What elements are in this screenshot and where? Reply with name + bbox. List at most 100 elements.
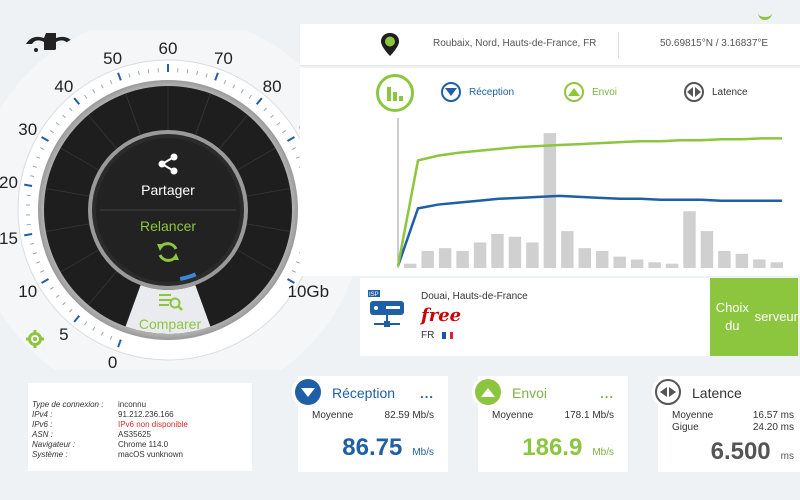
refresh-icon: [157, 242, 179, 262]
location-bar: Roubaix, Nord, Hauts-de-France, FR 50.69…: [300, 24, 800, 66]
connection-value: IPv6 non disponible: [118, 420, 188, 429]
gauge-tick: [84, 321, 88, 326]
latency-bar: [438, 248, 452, 268]
gauge-tick: [40, 147, 45, 150]
gauge-tick: [282, 130, 287, 134]
upload-card: Envoi ... Moyenne 178.1 Mb/s 186.9 Mb/s: [472, 376, 628, 472]
speed-gauge: 05101520304050607080901001Gb10Gb Partage…: [0, 30, 360, 370]
legend-latency[interactable]: Latence: [684, 82, 748, 102]
download-result: 86.75 Mb/s: [298, 434, 448, 462]
compare-icon: [159, 294, 183, 311]
gauge-tick-label: 80: [263, 77, 282, 96]
compare-label: Comparer: [138, 316, 202, 332]
connection-row: Navigateur : Chrome 114.0: [32, 440, 252, 450]
location-separator: [618, 32, 619, 58]
share-label: Partager: [141, 182, 195, 198]
legend-download[interactable]: Réception: [441, 82, 514, 102]
gauge-tick-label: 30: [18, 120, 37, 139]
connection-value[interactable]: 91.212.236.166: [118, 410, 174, 419]
gauge-tick: [68, 107, 73, 112]
gauge-tick: [49, 130, 54, 134]
latency-card: Latence Moyenne 16.57 ms Gigue 24.20 ms …: [652, 376, 800, 472]
gauge-sector-line: [246, 187, 291, 197]
latency-average-value: 16.57 ms: [752, 410, 794, 421]
gauge-sector-line: [87, 114, 117, 150]
gauge-tick: [32, 252, 37, 255]
latency-bar: [665, 263, 679, 268]
compare-button[interactable]: Comparer: [125, 292, 215, 340]
compare-sector[interactable]: [125, 285, 211, 334]
connection-key: Système :: [32, 450, 68, 459]
settings-gear-icon[interactable]: [26, 330, 44, 348]
gauge-sector-line: [194, 93, 211, 135]
top-accent-decoration: [758, 10, 772, 20]
progress-arc: [179, 272, 197, 281]
gauge-tick-label: 10: [18, 282, 37, 301]
choose-server-button[interactable]: Choix du serveur: [710, 278, 798, 356]
latency-bar: [613, 256, 626, 268]
connection-key: IPv4 :: [32, 410, 53, 419]
download-arrow-icon: [441, 82, 461, 102]
gauge-tick: [128, 73, 131, 78]
gauge-tick: [100, 331, 104, 336]
latency-jitter: Gigue 24.20 ms: [658, 422, 800, 433]
download-more-button[interactable]: ...: [420, 386, 434, 401]
connection-row: IPv6 : IPv6 non disponible: [32, 420, 252, 430]
share-icon: [158, 153, 178, 175]
gauge-tick: [30, 242, 35, 245]
gauge-sector-line: [45, 187, 90, 197]
upload-more-button[interactable]: ...: [600, 386, 614, 401]
gauge-tick: [255, 97, 263, 105]
latency-bar: [700, 231, 714, 268]
latency-bar: [421, 250, 434, 268]
upload-card-icon: [472, 376, 504, 408]
download-average: Moyenne 82.59 Mb/s: [298, 410, 448, 421]
latency-bar: [683, 211, 696, 268]
gauge-tick: [214, 72, 219, 81]
gauge-tick: [137, 70, 140, 76]
connection-key: Navigateur :: [32, 440, 76, 449]
upload-card-title: Envoi: [512, 385, 548, 401]
share-button[interactable]: Partager: [118, 150, 218, 205]
gauge-tick-label: 40: [54, 77, 73, 96]
restart-button[interactable]: Relancer: [118, 218, 218, 273]
latency-arrows-icon: [684, 82, 704, 102]
gauge-tick: [62, 114, 66, 119]
latency-jitter-label: Gigue: [672, 422, 699, 433]
upload-average-label: Moyenne: [492, 410, 534, 421]
gauge-tick-label: 60: [159, 39, 178, 58]
gauge-tick: [109, 80, 113, 85]
france-flag-icon: [442, 332, 454, 339]
gauge-tick: [92, 89, 96, 94]
chart-panel: Réception Envoi Latence: [300, 68, 800, 276]
download-card-title: Réception: [332, 385, 396, 401]
server-country-code: FR: [421, 330, 435, 341]
chart-toggle-button[interactable]: [376, 74, 414, 112]
latency-bar: [526, 242, 539, 268]
isp-server-icon: ISP: [368, 290, 404, 327]
upload-average-value: 178.1 Mb/s: [564, 410, 614, 421]
gauge-tick: [30, 175, 35, 178]
latency-card-title: Latence: [692, 385, 742, 401]
connection-value: macOS vunknown: [118, 450, 183, 459]
latency-bar: [543, 133, 557, 268]
gauge-tick: [40, 270, 45, 273]
latency-bar: [578, 248, 591, 268]
gauge-tick: [36, 156, 41, 159]
gauge-tick: [62, 301, 66, 306]
download-series-line: [396, 194, 782, 267]
download-card-icon: [292, 376, 324, 408]
location-pin-icon: [381, 33, 399, 56]
gauge-sector-line: [246, 223, 291, 233]
gauge-tick-label: 70: [214, 49, 233, 68]
svg-text:ISP: ISP: [369, 292, 379, 298]
latency-bar: [404, 263, 417, 268]
legend-upload[interactable]: Envoi: [564, 82, 617, 102]
connection-key: Type de connexion :: [32, 400, 104, 409]
connection-info: Type de connexion : inconnu IPv4 : 91.212.2…: [28, 383, 252, 471]
gauge-sector-line: [60, 249, 99, 273]
gauge-tick: [186, 69, 189, 74]
gauge-tick: [295, 261, 300, 264]
gauge-tick: [24, 183, 33, 188]
latency-unit: ms: [780, 451, 794, 462]
